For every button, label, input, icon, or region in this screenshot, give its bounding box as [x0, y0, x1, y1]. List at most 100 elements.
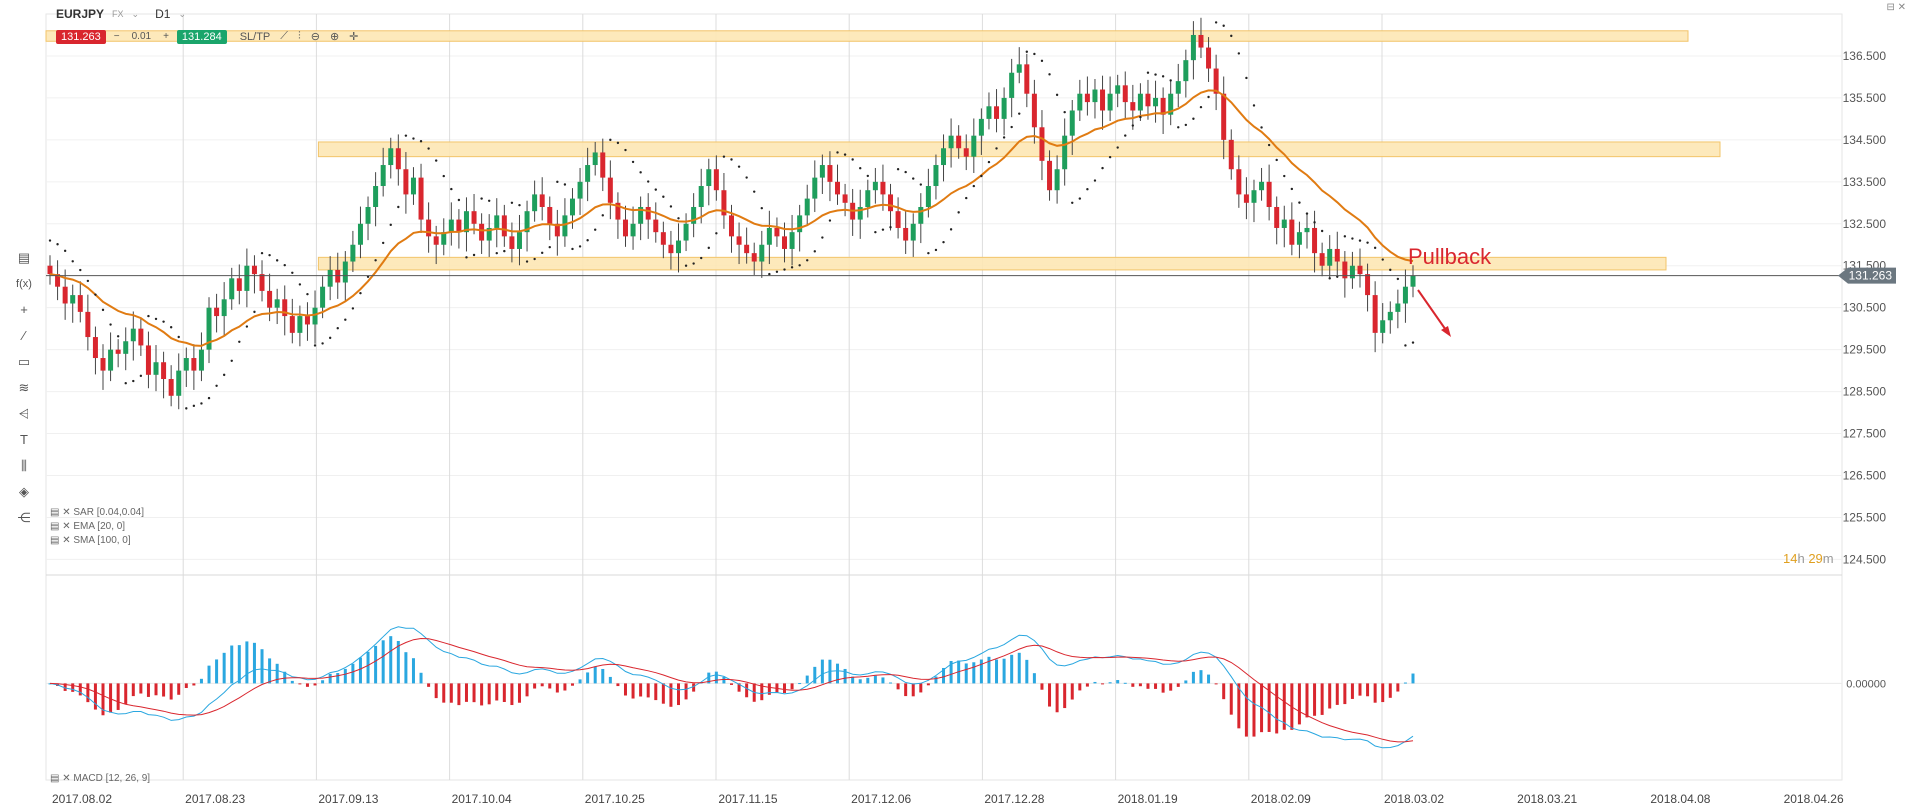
bid-price-button[interactable]: 131.263: [56, 29, 106, 44]
sar-legend[interactable]: ▤ ✕ SAR [0.04,0.04]: [50, 507, 144, 518]
pitchfork-tool-icon[interactable]: ⩤: [18, 406, 30, 421]
macd-histogram-bar: [1048, 683, 1052, 707]
macd-histogram-bar: [548, 683, 552, 689]
candle: [721, 190, 727, 216]
candle: [244, 265, 250, 291]
chart-type-icon[interactable]: ⫼: [21, 458, 27, 473]
ema-legend[interactable]: ▤ ✕ EMA [20, 0]: [50, 521, 126, 532]
sar-dot: [1404, 344, 1407, 347]
candle: [797, 215, 803, 233]
sar-dot: [442, 174, 445, 178]
sar-dot: [1018, 112, 1021, 115]
fibonacci-tool-icon[interactable]: ≋: [18, 380, 30, 395]
quantity-plus-button[interactable]: +: [163, 31, 169, 42]
candle: [683, 223, 689, 241]
sar-dot: [1025, 50, 1029, 53]
candle: [622, 219, 628, 237]
crosshair-icon[interactable]: ✛: [349, 31, 359, 43]
candle: [615, 202, 621, 220]
symbol-label[interactable]: EURJPY: [56, 7, 105, 21]
sar-dot: [669, 205, 673, 208]
x-tick-label: 2017.12.28: [984, 792, 1044, 806]
macd-histogram-bar: [798, 683, 802, 685]
sar-dot: [1351, 237, 1354, 240]
candle: [842, 194, 848, 203]
candle: [698, 186, 704, 207]
candle: [751, 253, 757, 262]
macd-histogram-bar: [813, 666, 817, 684]
macd-histogram-bar: [245, 641, 249, 684]
macd-legend[interactable]: ▤ ✕ MACD [12, 26, 9]: [50, 773, 151, 784]
sar-dot: [1252, 104, 1256, 107]
candle: [115, 349, 121, 354]
trendline-tool-icon[interactable]: ⁄: [22, 328, 26, 343]
candle: [524, 211, 530, 233]
ask-price-button[interactable]: 131.284: [176, 29, 227, 44]
chevron-down-icon[interactable]: ⌄: [131, 8, 140, 19]
sar-dot: [1169, 79, 1172, 82]
screenshot-icon[interactable]: ▤: [17, 250, 31, 265]
macd-histogram-bar: [252, 642, 256, 684]
candle: [62, 286, 68, 304]
candle: [691, 206, 697, 224]
sar-dot: [647, 180, 650, 183]
window-maximize-icon[interactable]: ⊟ ✕: [1886, 2, 1906, 13]
sar-dot: [207, 396, 211, 400]
annotation-arrowhead: [1441, 326, 1451, 337]
sar-dot: [995, 147, 998, 150]
candle: [357, 223, 363, 245]
macd-histogram-bar: [1010, 654, 1014, 684]
candle: [736, 236, 742, 245]
macd-histogram-bar: [692, 683, 696, 692]
candle: [1342, 261, 1348, 279]
macd-histogram-bar: [495, 683, 499, 701]
macd-histogram-bar: [896, 683, 900, 690]
chevron-down-icon[interactable]: ⌄: [178, 8, 186, 19]
macd-histogram-bar: [1358, 683, 1362, 696]
macd-histogram-bar: [578, 679, 582, 684]
sar-dot: [222, 373, 226, 377]
candle: [229, 278, 235, 300]
macd-histogram-bar: [760, 683, 764, 701]
macd-line: [49, 626, 1414, 749]
share-icon[interactable]: ⋲: [17, 510, 31, 525]
sar-dot: [275, 259, 279, 262]
macd-histogram-bar: [207, 665, 211, 684]
sar-dot: [1131, 124, 1135, 127]
sar-dot: [283, 263, 286, 267]
indicators-icon[interactable]: ⫶: [297, 30, 301, 42]
sar-dot: [912, 177, 915, 180]
candle: [1047, 160, 1053, 191]
macd-histogram-bar: [71, 683, 75, 692]
candle: [804, 198, 810, 216]
macd-histogram-bar: [328, 673, 332, 684]
sar-dot: [684, 264, 688, 267]
candle: [547, 206, 553, 224]
macd-histogram-bar: [1373, 683, 1377, 703]
line-chart-icon[interactable]: ⟋: [280, 30, 288, 42]
sar-dot: [109, 323, 112, 326]
sltp-button[interactable]: SL/TP: [239, 30, 271, 43]
sar-dot: [518, 203, 521, 207]
sar-dot: [1237, 52, 1241, 55]
crosshair-tool-icon[interactable]: +: [20, 302, 28, 317]
quantity-minus-button[interactable]: −: [113, 31, 120, 42]
zoom-out-icon[interactable]: ⊖: [310, 31, 320, 43]
sar-dot: [715, 232, 718, 235]
x-tick-label: 2018.02.09: [1251, 792, 1311, 806]
timeframe-label[interactable]: D1: [155, 7, 171, 21]
sar-dot: [48, 239, 52, 242]
zoom-in-icon[interactable]: ⊕: [329, 31, 340, 43]
sar-dot: [874, 230, 877, 234]
macd-histogram-bar: [1328, 683, 1332, 709]
sma-legend[interactable]: ▤ ✕ SMA [100, 0]: [50, 535, 131, 546]
macd-histogram-bar: [1343, 683, 1347, 705]
rectangle-tool-icon[interactable]: ▭: [17, 354, 31, 369]
text-tool-icon[interactable]: T: [20, 432, 28, 447]
layers-icon[interactable]: ◈: [19, 484, 29, 499]
quantity-input[interactable]: 0.01: [131, 31, 152, 42]
function-icon[interactable]: f(x): [16, 278, 32, 290]
macd-histogram-bar: [192, 683, 196, 686]
